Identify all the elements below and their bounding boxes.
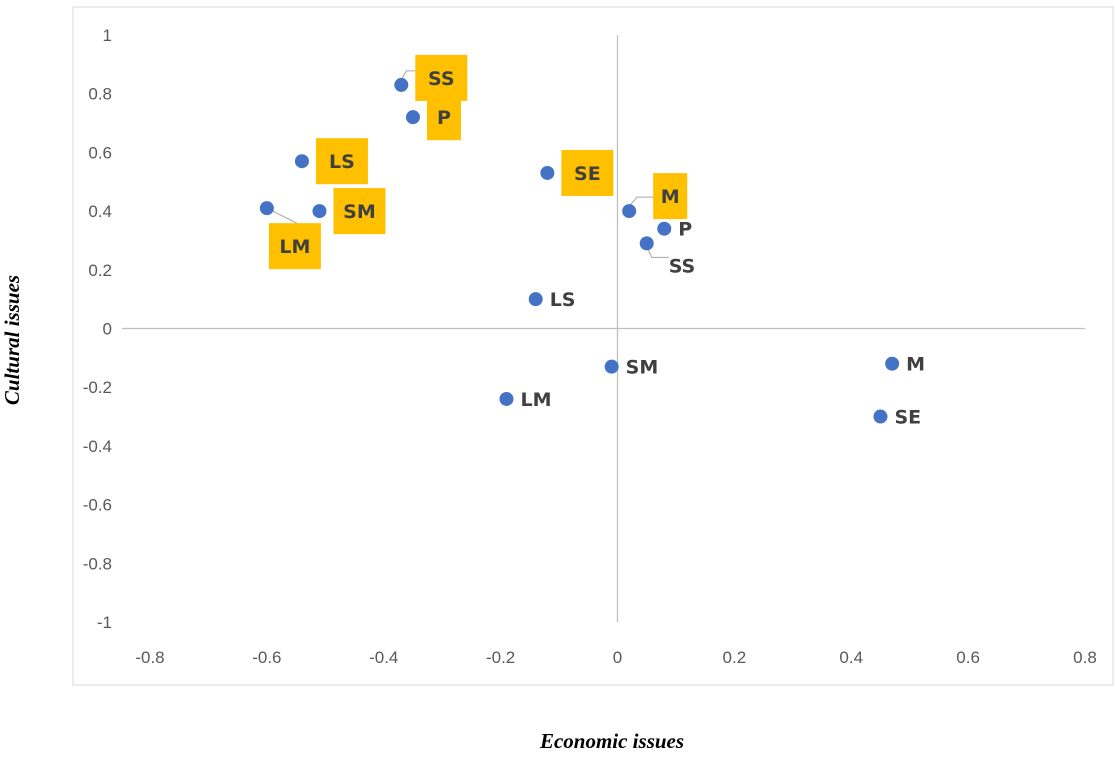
y-tick-label: 0.8: [88, 85, 112, 104]
x-tick-label: 0.4: [839, 648, 863, 667]
y-tick-label: -0.6: [83, 496, 112, 515]
x-tick-label: -0.8: [135, 648, 164, 667]
data-label-group: SE: [894, 407, 921, 429]
data-label: P: [437, 107, 451, 129]
data-point-ss: [639, 236, 654, 251]
data-point-ls: [294, 154, 309, 169]
x-tick-label: 0.2: [723, 648, 747, 667]
data-point-ss: [394, 77, 409, 92]
data-label-group: LS: [315, 138, 368, 185]
y-tick-label: -0.8: [83, 554, 112, 573]
data-label: LM: [279, 236, 310, 258]
data-label-group: SS: [669, 255, 696, 277]
data-point-p: [657, 221, 672, 236]
x-tick-label: 0.8: [1073, 648, 1097, 667]
data-label: M: [906, 354, 925, 376]
x-tick-label: -0.4: [369, 648, 398, 667]
data-label-group: LM: [520, 389, 551, 411]
y-axis-title: Cultural issues: [0, 275, 24, 405]
data-label: P: [678, 219, 692, 241]
data-label-group: M: [653, 173, 688, 220]
x-tick-label: 0: [613, 648, 622, 667]
leader-line: [647, 248, 669, 258]
x-tick-label: -0.6: [252, 648, 281, 667]
data-label: LS: [329, 151, 355, 173]
plot-frame: [72, 6, 1114, 686]
data-label: SM: [626, 357, 659, 379]
data-points: [259, 77, 900, 424]
x-tick-labels: -0.8 -0.6 -0.4 -0.2 0 0.2 0.4 0.6 0.8: [135, 648, 1096, 667]
data-label: SE: [574, 163, 601, 185]
data-label-group: P: [426, 94, 461, 141]
label-highlight-box: [561, 149, 614, 196]
y-tick-label: 1: [103, 26, 112, 45]
y-tick-label: 0.2: [88, 261, 112, 280]
y-tick-label: -0.2: [83, 378, 112, 397]
label-highlight-box: [333, 188, 386, 235]
data-label-group: LS: [550, 289, 576, 311]
x-tick-label: 0.6: [956, 648, 980, 667]
y-tick-label: 0.4: [88, 202, 112, 221]
data-label-group: P: [678, 219, 692, 241]
label-highlight-box: [426, 94, 461, 141]
label-highlight-box: [268, 223, 321, 270]
data-point-lm: [259, 201, 274, 216]
y-tick-label: -0.4: [83, 437, 112, 456]
leader-line: [270, 209, 298, 224]
data-label-group: M: [906, 354, 925, 376]
data-label-group: SS: [415, 54, 468, 101]
data-label-group: SM: [626, 357, 659, 379]
label-highlight-box: [653, 173, 688, 220]
data-point-lm: [499, 391, 514, 406]
data-label: SS: [428, 68, 455, 90]
data-label-group: LM: [268, 223, 321, 270]
data-label-group: SE: [561, 149, 614, 196]
data-label-group: SM: [333, 188, 386, 235]
data-label: LS: [550, 289, 576, 311]
y-tick-label: 0: [103, 320, 112, 339]
data-point-sm: [312, 204, 327, 219]
data-point-m: [885, 356, 900, 371]
data-label: M: [661, 186, 680, 208]
data-point-p: [405, 110, 420, 125]
data-point-se: [873, 409, 888, 424]
data-point-ls: [528, 292, 543, 307]
data-point-se: [540, 165, 555, 180]
x-tick-label: -0.2: [486, 648, 515, 667]
x-axis-title: Economic issues: [539, 729, 684, 753]
leader-line: [629, 196, 654, 206]
y-tick-label: 0.6: [88, 143, 112, 162]
label-highlight-box: [415, 54, 468, 101]
data-label: SE: [894, 407, 921, 429]
y-tick-label: -1: [97, 613, 112, 632]
leader-lines: [270, 70, 669, 258]
y-tick-labels: 1 0.8 0.6 0.4 0.2 0 -0.2 -0.4 -0.6 -0.8 -1: [83, 26, 112, 632]
data-label: LM: [520, 389, 551, 411]
data-point-sm: [604, 359, 619, 374]
label-highlight-box: [315, 138, 368, 185]
data-label: SS: [669, 255, 696, 277]
data-label: SM: [343, 201, 376, 223]
data-point-m: [622, 204, 637, 219]
leader-line: [400, 70, 416, 81]
